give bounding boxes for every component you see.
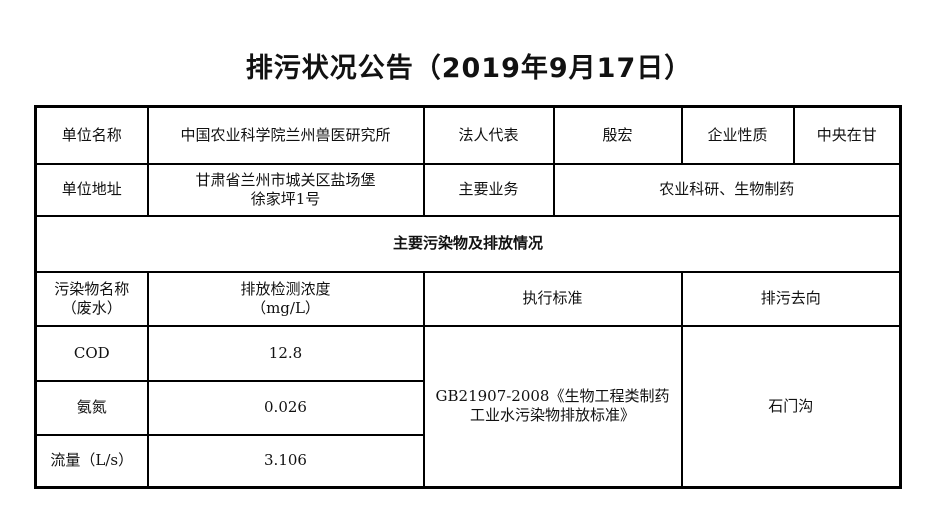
concentration-header: 排放检测浓度 （mg/L） (146, 270, 425, 327)
standard: GB21907-2008《生物工程类制药 工业水污染物排放标准》 (422, 324, 683, 489)
pollutant-value: 0.026 (146, 379, 425, 436)
pollutant-value: 3.106 (146, 433, 425, 489)
table-row: 主要污染物及排放情况 (34, 214, 902, 273)
page-title: 排污状况公告（2019年9月17日） (245, 53, 693, 84)
pollutant-name: COD (34, 324, 149, 382)
section-title: 主要污染物及排放情况 (34, 214, 902, 273)
destination: 石门沟 (680, 324, 902, 489)
address-line: 甘肃省兰州市城关区盐场堡 (195, 170, 376, 189)
header-line: （废水） (61, 298, 122, 317)
table-row: 单位名称 中国农业科学院兰州兽医研究所 法人代表 殷宏 企业性质 中央在甘 (34, 105, 902, 165)
address-label: 单位地址 (34, 162, 149, 217)
standard-header: 执行标准 (422, 270, 683, 327)
table-row: 氨氮 0.026 (34, 379, 901, 436)
header-line: 排放检测浓度 (240, 279, 331, 298)
unit-name: 中国农业科学院兰州兽医研究所 (146, 105, 425, 165)
table-row: 单位地址 甘肃省兰州市城关区盐场堡 徐家坪1号 主要业务 农业科研、生物制药 (34, 162, 902, 217)
pollution-table: 单位名称 中国农业科学院兰州兽医研究所 法人代表 殷宏 企业性质 中央在甘 单位… (34, 105, 902, 489)
pollutant-name: 流量（L/s） (34, 433, 149, 489)
header-line: 污染物名称 (54, 279, 130, 298)
nature-label: 企业性质 (680, 105, 795, 165)
standard-line: 工业水污染物排放标准》 (469, 406, 635, 425)
table-row: COD 12.8 GB21907-2008《生物工程类制药 工业水污染物排放标准》… (34, 324, 902, 489)
table-header-row: 污染物名称 （废水） 排放检测浓度 （mg/L） 执行标准 排污去向 (34, 270, 902, 327)
address-line: 徐家坪1号 (250, 189, 321, 208)
unit-name-label: 单位名称 (34, 105, 149, 165)
pollutant-value: 12.8 (146, 324, 425, 382)
nature: 中央在甘 (792, 105, 902, 165)
table-row: 流量（L/s） 3.106 (34, 433, 901, 489)
address: 甘肃省兰州市城关区盐场堡 徐家坪1号 (146, 162, 425, 217)
destination-header: 排污去向 (680, 270, 902, 327)
pollutant-name: 氨氮 (34, 379, 149, 436)
pollutant-header: 污染物名称 （废水） (34, 270, 149, 327)
standard-line: GB21907-2008《生物工程类制药 (435, 387, 670, 406)
header-line: （mg/L） (251, 298, 320, 317)
business-label: 主要业务 (422, 162, 555, 217)
legal-rep: 殷宏 (552, 105, 683, 165)
business: 农业科研、生物制药 (552, 162, 902, 217)
legal-rep-label: 法人代表 (422, 105, 555, 165)
